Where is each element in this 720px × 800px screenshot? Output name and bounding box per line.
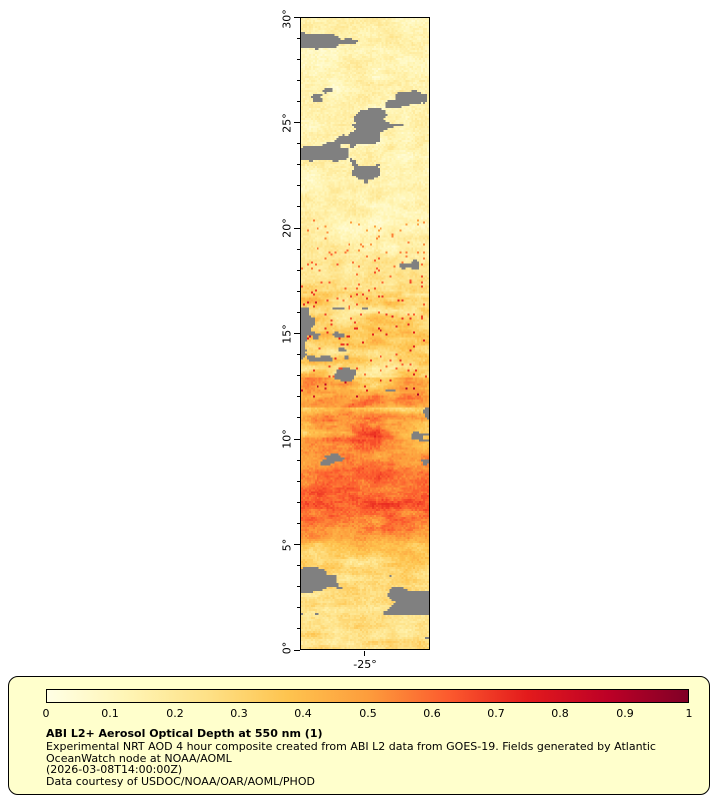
legend-description-line: Data courtesy of USDOC/NOAA/OAR/AOML/PHO…: [46, 774, 315, 788]
axis-tick: [297, 607, 300, 609]
y-tick-label: 5°: [280, 538, 294, 552]
axis-tick: [297, 375, 300, 377]
axis-tick: [297, 480, 300, 482]
colorbar-tick: 0.9: [616, 707, 634, 720]
colorbar-tick: 0: [42, 707, 50, 720]
axis-tick: [294, 649, 300, 651]
colorbar-tick: 0.6: [423, 707, 441, 720]
axis-tick: [297, 311, 300, 313]
legend-description: Experimental NRT AOD 4 hour composite cr…: [46, 741, 656, 787]
colorbar-tick: 0.1: [101, 707, 119, 720]
axis-tick: [297, 269, 300, 271]
axis-tick: [297, 143, 300, 145]
axis-tick: [297, 522, 300, 524]
axis-tick: [297, 501, 300, 503]
colorbar-tick: 0.4: [294, 707, 312, 720]
colorbar-gradient: [46, 689, 689, 703]
axis-tick: [297, 248, 300, 250]
axis-tick: [297, 459, 300, 461]
legend-box: 0 0.1 0.2 0.3 0.4 0.5 0.6 0.7 0.8 0.9 1 …: [8, 676, 710, 795]
axis-tick: [294, 333, 300, 334]
y-axis-ticks: [288, 16, 300, 651]
y-tick-label: 30°: [280, 9, 294, 29]
axis-tick: [294, 16, 300, 18]
axis-tick: [297, 100, 300, 102]
colorbar-tick: 1: [685, 707, 693, 720]
colorbar-tick: 0.3: [230, 707, 248, 720]
y-tick-label: 25°: [280, 113, 294, 133]
aod-map-canvas: [301, 18, 429, 649]
axis-tick: [297, 79, 300, 81]
axis-tick: [294, 227, 300, 229]
y-tick-label: 15°: [280, 324, 294, 344]
legend-description-line: (2026-03-08T14:00:00Z): [46, 763, 183, 776]
axis-tick: [297, 206, 300, 208]
legend-description-line: OceanWatch node at NOAA/AOML: [46, 751, 232, 765]
axis-tick: [294, 438, 300, 440]
colorbar-tick: 0.8: [551, 707, 569, 720]
axis-tick: [294, 544, 300, 545]
axis-tick: [294, 122, 300, 123]
x-tick-label: -25°: [353, 658, 377, 671]
colorbar-tick: 0.7: [487, 707, 505, 720]
legend-title: ABI L2+ Aerosol Optical Depth at 550 nm …: [46, 727, 323, 740]
axis-tick: [297, 565, 300, 567]
y-tick-label: 0°: [280, 641, 294, 655]
axis-tick: [297, 354, 300, 356]
axis-tick: [297, 628, 300, 630]
axis-tick: [297, 417, 300, 419]
colorbar-tick: 0.2: [166, 707, 184, 720]
axis-tick: [297, 164, 300, 166]
legend-description-line: Experimental NRT AOD 4 hour composite cr…: [46, 740, 656, 753]
colorbar-tick: 0.5: [359, 707, 377, 720]
y-tick-label: 20°: [280, 218, 294, 238]
aod-map-plot: [300, 17, 430, 650]
axis-tick: [297, 290, 300, 292]
axis-tick: [297, 586, 300, 588]
axis-tick: [297, 396, 300, 398]
x-axis-tick: [364, 651, 365, 656]
y-tick-label: 10°: [280, 429, 294, 449]
axis-tick: [297, 37, 300, 39]
axis-tick: [297, 58, 300, 60]
axis-tick: [297, 185, 300, 187]
